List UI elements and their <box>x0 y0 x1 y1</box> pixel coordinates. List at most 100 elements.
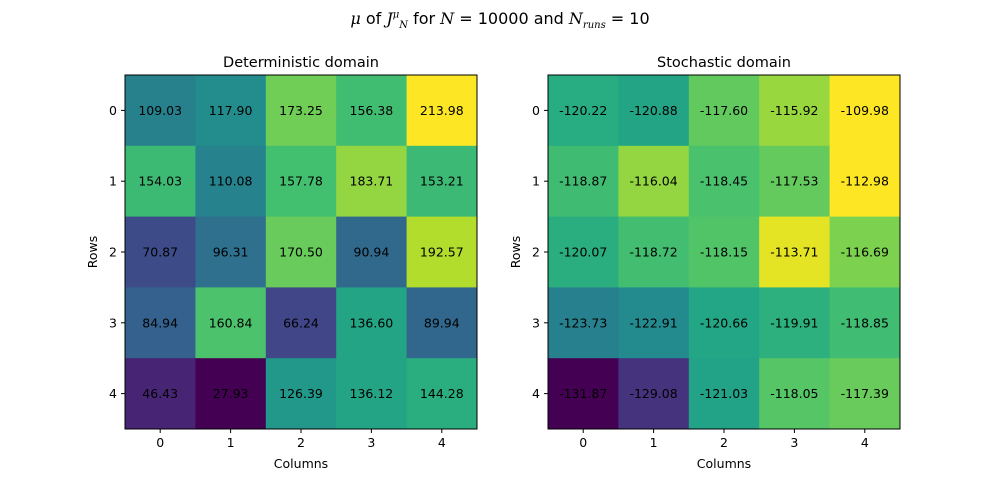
figure-title: μ of JμN for N = 10000 and Nruns = 10 <box>350 9 650 32</box>
cell-value-label: 213.98 <box>420 103 464 118</box>
heatmap-cell <box>195 75 267 147</box>
heatmap-cell <box>759 358 831 430</box>
heatmap-cell <box>265 358 337 430</box>
heatmap-cell <box>829 358 901 430</box>
cell-value-label: -120.22 <box>559 103 607 118</box>
heatmap-cell <box>195 287 267 359</box>
heatmap-cell <box>618 287 690 359</box>
heatmap-cell <box>336 75 408 147</box>
cell-value-label: 160.84 <box>209 315 253 330</box>
title-j-sub: N <box>399 20 408 32</box>
y-axis-label: Rows <box>508 236 523 269</box>
cell-value-label: -117.53 <box>770 174 818 189</box>
x-tick-label: 2 <box>297 435 305 450</box>
heatmap-cell <box>195 358 267 430</box>
heatmap-cell <box>688 75 760 147</box>
cell-value-label: 154.03 <box>138 174 182 189</box>
heatmap-1: -120.22 -120.88 -117.60 -115.92 -109.98 -118.… <box>508 55 901 471</box>
cell-value-label: -118.72 <box>629 245 677 260</box>
cell-value-label: -116.69 <box>841 245 889 260</box>
title-runs-var: N <box>568 9 583 28</box>
x-tick-label: 4 <box>438 435 446 450</box>
cell-value-label: -118.87 <box>559 174 607 189</box>
heatmap-cell <box>548 145 619 218</box>
cell-value-label: -109.98 <box>841 103 889 118</box>
axes-title: Deterministic domain <box>223 55 379 71</box>
cell-value-label: 183.71 <box>350 174 394 189</box>
x-tick-label: 0 <box>156 435 164 450</box>
cell-value-label: -121.03 <box>700 386 748 401</box>
title-j: J <box>386 9 393 28</box>
cell-value-label: 153.21 <box>420 174 464 189</box>
x-tick-label: 4 <box>861 435 869 450</box>
y-tick-label: 0 <box>532 103 540 118</box>
x-tick-label: 3 <box>367 435 375 450</box>
heatmap-0: 109.03 117.90 173.25 156.38 213.98 154.03 110.… <box>85 55 478 471</box>
cell-value-label: -112.98 <box>841 174 889 189</box>
heatmap-cell <box>265 287 337 359</box>
cell-value-label: -115.92 <box>770 103 818 118</box>
cell-value-label: -117.60 <box>700 103 748 118</box>
cell-value-label: 157.78 <box>279 174 323 189</box>
heatmap-cell <box>125 216 196 288</box>
y-tick-label: 1 <box>532 174 540 189</box>
heatmap-cell <box>336 145 408 218</box>
cell-value-label: 109.03 <box>138 103 182 118</box>
cell-value-label: -131.87 <box>559 386 607 401</box>
title-mu: μ <box>350 9 361 28</box>
heatmap-cell <box>125 358 196 430</box>
heatmap-cell <box>406 216 478 288</box>
heatmap-cell <box>829 287 901 359</box>
heatmap-cell <box>406 145 478 218</box>
cell-value-label: -120.66 <box>700 315 748 330</box>
heatmap-cell <box>265 75 337 147</box>
heatmap-cell <box>759 287 831 359</box>
heatmap-cell <box>618 75 690 147</box>
heatmap-cell <box>265 216 337 288</box>
y-tick-label: 2 <box>109 245 117 260</box>
heatmap-cell <box>829 216 901 288</box>
y-tick-label: 3 <box>532 315 540 330</box>
cell-value-label: 170.50 <box>279 245 323 260</box>
cell-value-label: -129.08 <box>629 386 677 401</box>
x-axis-label: Columns <box>274 456 328 471</box>
heatmap-cell <box>195 145 267 218</box>
heatmap-cell <box>759 75 831 147</box>
heatmap-cell <box>336 216 408 288</box>
heatmap-cell <box>688 145 760 218</box>
title-runs-val: = 10 <box>605 9 650 28</box>
heatmap-cell <box>759 216 831 288</box>
title-j-super: μ <box>392 9 400 21</box>
cell-value-label: 156.38 <box>350 103 394 118</box>
title-n-val: = 10000 and <box>454 9 569 28</box>
x-tick-label: 1 <box>650 435 658 450</box>
cell-value-label: 117.90 <box>209 103 253 118</box>
heatmap-cell <box>688 358 760 430</box>
heatmap-cell <box>336 358 408 430</box>
y-axis-label: Rows <box>85 236 100 269</box>
title-for: for <box>408 9 441 28</box>
title-n-var: N <box>440 9 455 28</box>
cell-value-label: 173.25 <box>279 103 323 118</box>
cell-value-label: -116.04 <box>629 174 677 189</box>
heatmap-cell <box>548 287 619 359</box>
y-tick-label: 4 <box>109 386 117 401</box>
cell-value-label: 136.12 <box>350 386 394 401</box>
heatmap-cell <box>125 287 196 359</box>
heatmap-cell <box>548 216 619 288</box>
cell-value-label: 89.94 <box>424 315 460 330</box>
x-tick-label: 2 <box>720 435 728 450</box>
heatmap-cell <box>829 75 901 147</box>
x-tick-label: 0 <box>579 435 587 450</box>
cell-value-label: 84.94 <box>142 315 178 330</box>
cell-value-label: 46.43 <box>142 386 178 401</box>
cell-value-label: 70.87 <box>142 245 178 260</box>
heatmap-cell <box>195 216 267 288</box>
heatmap-cell <box>406 358 478 430</box>
cell-value-label: -120.07 <box>559 245 607 260</box>
y-tick-label: 4 <box>532 386 540 401</box>
heatmap-cell <box>618 216 690 288</box>
heatmap-cell <box>265 145 337 218</box>
y-tick-label: 1 <box>109 174 117 189</box>
cell-value-label: -122.91 <box>629 315 677 330</box>
